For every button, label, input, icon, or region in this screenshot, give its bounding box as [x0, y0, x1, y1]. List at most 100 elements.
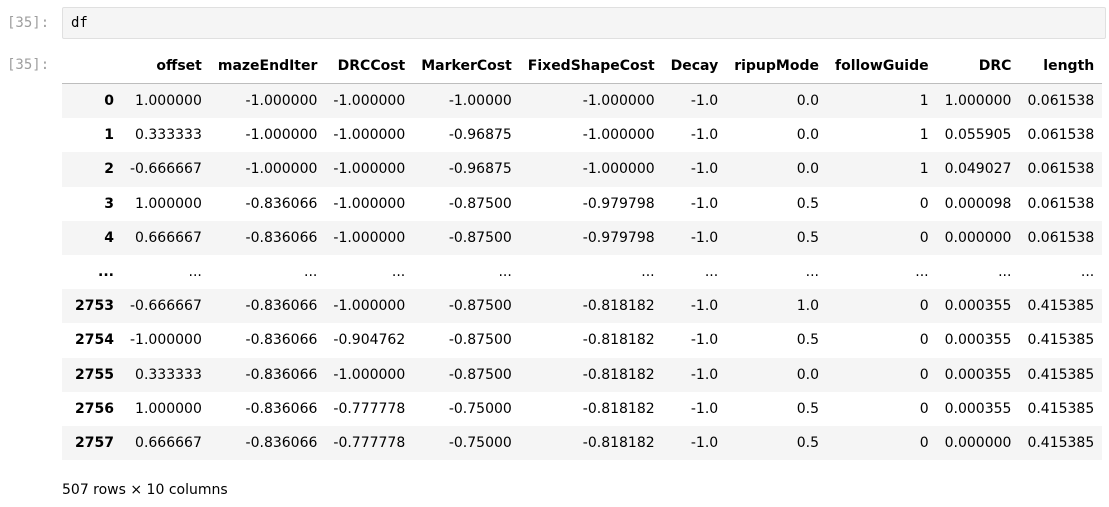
table-cell: 1: [919, 161, 929, 178]
table-cell: 0.0: [796, 366, 819, 383]
table-cell: 0: [919, 366, 929, 383]
column-header: MarkerCost: [413, 49, 520, 84]
table-cell: -1.000000: [245, 127, 318, 144]
table-cell: -1.000000: [582, 93, 655, 110]
table-cell: 0.055905: [944, 127, 1012, 144]
table-cell: 0: [919, 434, 929, 451]
table-cell: 0.415385: [1027, 298, 1095, 315]
table-row: 1 0.333333 -1.000000 -1.000000 -0.96875 -1.00…: [62, 118, 1103, 153]
table-cell: -0.777778: [333, 400, 406, 417]
column-header: FixedShapeCost: [519, 49, 663, 84]
table-cell: 0: [919, 298, 929, 315]
table-cell: 0.5: [796, 229, 819, 246]
table-cell: 0.000355: [944, 366, 1012, 383]
table-cell: -1.0: [690, 161, 719, 178]
table-cell: -1.0: [690, 127, 719, 144]
row-index: 2753: [75, 298, 114, 315]
table-cell: -1.0: [690, 298, 719, 315]
table-cell: -0.666667: [130, 298, 202, 315]
table-cell: 0.0: [796, 127, 819, 144]
table-cell: -0.87500: [448, 229, 512, 246]
table-cell: 0.000000: [944, 229, 1012, 246]
table-cell: 1.000000: [135, 93, 202, 110]
table-row: 3 1.000000 -0.836066 -1.000000 -0.87500 -0.97…: [62, 186, 1103, 221]
table-cell: -1.00000: [448, 93, 512, 110]
table-cell: ...: [498, 264, 512, 281]
column-header: Decay: [662, 49, 727, 84]
table-cell: -0.818182: [582, 366, 655, 383]
table-cell: 0.061538: [1027, 93, 1095, 110]
table-row: 0 1.000000 -1.000000 -1.000000 -1.00000 -1.00…: [62, 83, 1103, 119]
row-index: 2: [104, 161, 114, 178]
table-cell: -1.000000: [582, 161, 655, 178]
column-header: DRC: [936, 49, 1020, 84]
table-cell: ...: [188, 264, 202, 281]
table-cell: 0.000000: [944, 434, 1012, 451]
table-cell: 0: [919, 229, 929, 246]
table-cell: -0.666667: [130, 161, 202, 178]
table-cell: ...: [998, 264, 1012, 281]
table-cell: -1.000000: [245, 161, 318, 178]
table-row: 2756 1.000000 -0.836066 -0.777778 -0.75000 -0…: [62, 391, 1103, 426]
table-cell: 0.333333: [135, 366, 202, 383]
table-cell: ...: [391, 264, 406, 281]
table-cell: 0.000355: [944, 298, 1012, 315]
table-cell: -0.904762: [333, 332, 406, 349]
table-cell: 1.000000: [135, 400, 202, 417]
table-cell: -0.87500: [448, 195, 512, 212]
table-cell: -1.000000: [333, 366, 406, 383]
table-cell: -1.0: [690, 400, 719, 417]
table-cell: 1: [919, 93, 929, 110]
table-cell: -1.0: [690, 332, 719, 349]
table-cell: 1.000000: [135, 195, 202, 212]
table-cell: 1.000000: [944, 93, 1012, 110]
table-cell: 0.061538: [1027, 161, 1095, 178]
row-index: 0: [104, 93, 114, 110]
column-header: DRCCost: [325, 49, 414, 84]
table-cell: 0.5: [796, 434, 819, 451]
table-cell: -1.0: [690, 93, 719, 110]
table-cell: -1.000000: [245, 93, 318, 110]
index-header: [62, 49, 122, 84]
table-cell: 0.415385: [1027, 400, 1095, 417]
table-cell: -0.96875: [448, 161, 512, 178]
table-cell: -1.000000: [333, 93, 406, 110]
table-cell: -0.818182: [582, 400, 655, 417]
table-cell: -1.0: [690, 434, 719, 451]
header-row: offset mazeEndIter DRCCost MarkerCost FixedS…: [62, 49, 1103, 84]
row-index: 2757: [75, 434, 114, 451]
code-cell-input[interactable]: df: [62, 7, 1106, 39]
table-cell: ...: [704, 264, 719, 281]
table-cell: 0.061538: [1027, 127, 1095, 144]
row-index: 3: [104, 195, 114, 212]
table-cell: -1.000000: [333, 298, 406, 315]
table-cell: 0.061538: [1027, 229, 1095, 246]
table-cell: -0.836066: [245, 195, 318, 212]
table-row: 2755 0.333333 -0.836066 -1.000000 -0.87500 -0…: [62, 357, 1103, 392]
row-index: ...: [98, 264, 114, 281]
row-index: 2756: [75, 400, 114, 417]
column-header: offset: [122, 49, 210, 84]
table-cell: -0.836066: [245, 366, 318, 383]
row-index: 1: [104, 127, 114, 144]
table-row: 2754 -1.000000 -0.836066 -0.904762 -0.87500 -…: [62, 323, 1103, 358]
table-cell: 0.000355: [944, 332, 1012, 349]
table-cell: ...: [304, 264, 318, 281]
table-cell: 0: [919, 332, 929, 349]
table-cell: 0.000098: [944, 195, 1012, 212]
table-cell: -0.818182: [582, 332, 655, 349]
table-cell: -0.836066: [245, 298, 318, 315]
table-cell: -0.836066: [245, 434, 318, 451]
table-cell: -0.87500: [448, 332, 512, 349]
table-cell: -0.75000: [448, 400, 512, 417]
code-text: df: [71, 15, 88, 31]
table-cell: -0.96875: [448, 127, 512, 144]
dataframe-shape-summary: 507 rows × 10 columns: [62, 482, 228, 498]
table-cell: 0.415385: [1027, 434, 1095, 451]
table-row: 2 -0.666667 -1.000000 -1.000000 -0.96875 -1.0…: [62, 152, 1103, 187]
row-index: 2755: [75, 366, 114, 383]
column-header: mazeEndIter: [209, 49, 326, 84]
table-cell: ...: [915, 264, 929, 281]
table-row: .................................: [62, 254, 1103, 290]
table-cell: -0.836066: [245, 332, 318, 349]
